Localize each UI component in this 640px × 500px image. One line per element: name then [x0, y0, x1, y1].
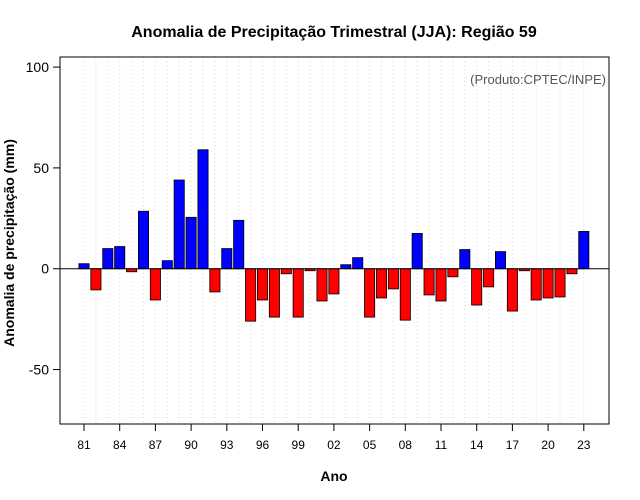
x-tick-label: 17	[506, 438, 520, 452]
vertical-grid	[83, 57, 585, 424]
bar-1993	[221, 248, 233, 270]
bar-2009	[411, 233, 423, 270]
x-tick-label: 02	[327, 438, 341, 452]
x-tick-label: 23	[577, 438, 591, 452]
bar-2012	[447, 268, 459, 278]
bar-2019	[530, 268, 542, 301]
bar-1990	[185, 216, 197, 270]
bar-1996	[256, 268, 268, 301]
x-axis-ticks: 81 84 87 90 93 96 99 02 05 08 11 14 17 20 23	[77, 424, 591, 452]
plot-frame	[59, 56, 610, 425]
y-axis-title: Anomalia de precipitação (mm)	[1, 139, 17, 347]
bar-2011	[435, 268, 447, 302]
bar-1989	[173, 179, 185, 270]
bar-2005	[364, 268, 376, 318]
bar-1992	[209, 268, 221, 293]
bar-2003	[340, 264, 352, 270]
bar-1982	[90, 268, 102, 291]
bar-1983	[102, 248, 114, 270]
x-tick-label: 05	[363, 438, 377, 452]
x-tick-label: 96	[256, 438, 270, 452]
bar-2007	[387, 268, 399, 290]
bar-1988	[161, 260, 173, 270]
bar-2021	[554, 268, 566, 298]
x-tick-label: 99	[292, 438, 306, 452]
bar-2001	[316, 268, 328, 302]
bar-1991	[197, 149, 209, 270]
x-axis-title: Ano	[320, 468, 347, 484]
x-tick-label: 14	[470, 438, 484, 452]
x-tick-label: 08	[399, 438, 413, 452]
y-tick-label: 0	[41, 261, 49, 277]
y-axis-ticks: -50 0 50 100	[26, 59, 60, 378]
x-tick-label: 87	[149, 438, 163, 452]
bar-1994	[233, 219, 245, 270]
bar-2014	[471, 268, 483, 306]
bar-1981	[78, 263, 90, 270]
bar-2017	[506, 268, 518, 312]
bar-2013	[459, 249, 471, 270]
y-tick-label: 100	[26, 59, 50, 75]
bar-2002	[328, 268, 340, 295]
bar-1987	[149, 268, 161, 301]
bar-1986	[137, 210, 149, 270]
y-tick-label: 50	[33, 160, 49, 176]
bar-2006	[375, 268, 387, 299]
bar-2022	[566, 268, 578, 275]
bar-1999	[292, 268, 304, 318]
bar-2023	[578, 231, 590, 270]
bar-1995	[245, 268, 257, 322]
bar-1998	[280, 268, 292, 275]
bar-2016	[494, 251, 506, 270]
bar-2004	[352, 257, 364, 270]
bars	[78, 149, 590, 322]
x-tick-label: 93	[220, 438, 234, 452]
bar-1984	[114, 246, 126, 270]
bar-2008	[399, 268, 411, 321]
x-tick-label: 20	[541, 438, 555, 452]
bar-1997	[268, 268, 280, 318]
bar-2020	[542, 268, 554, 299]
x-tick-label: 84	[113, 438, 127, 452]
bar-2015	[483, 268, 495, 288]
product-credit: (Produto:CPTEC/INPE)	[470, 72, 606, 87]
bar-2010	[423, 268, 435, 296]
y-tick-label: -50	[29, 362, 49, 378]
x-tick-label: 90	[184, 438, 198, 452]
x-tick-label: 11	[435, 438, 448, 452]
chart-title: Anomalia de Precipitação Trimestral (JJA…	[131, 24, 537, 41]
x-tick-label: 81	[77, 438, 91, 452]
